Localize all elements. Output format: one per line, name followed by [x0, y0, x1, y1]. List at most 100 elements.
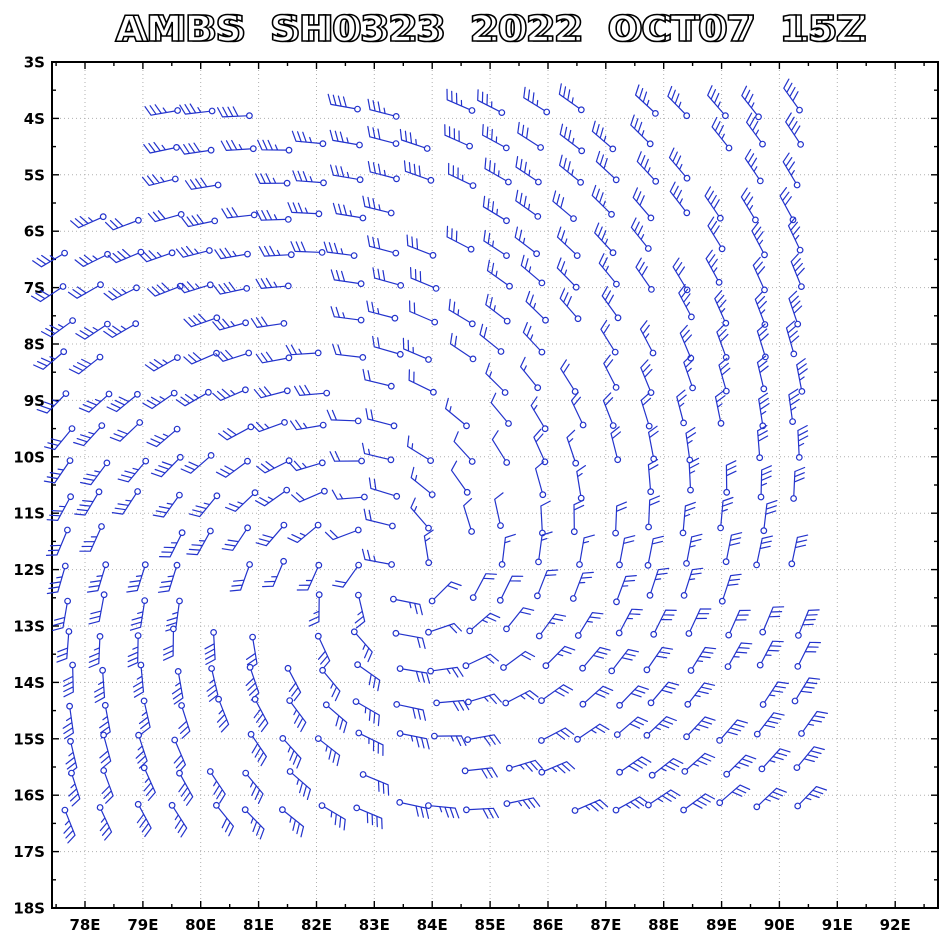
- station-circle: [286, 768, 294, 775]
- wind-barb: [705, 249, 723, 286]
- wind-barb: [183, 349, 220, 365]
- wind-barb: [31, 283, 67, 303]
- wind-barb: [793, 746, 825, 771]
- station-circle: [717, 419, 725, 427]
- wind-barb: [135, 731, 148, 769]
- station-circle: [140, 697, 148, 705]
- station-circle: [722, 387, 730, 395]
- wind-barb: [717, 496, 734, 532]
- station-circle: [323, 389, 331, 397]
- wind-barb: [788, 534, 809, 568]
- station-circle: [722, 354, 730, 361]
- barb-shaft: [41, 321, 71, 338]
- barb-shaft: [650, 567, 670, 594]
- station-circle: [616, 561, 623, 569]
- barb-shaft: [785, 320, 800, 352]
- wind-barb: [410, 267, 440, 292]
- barb-shaft: [138, 250, 171, 263]
- station-circle: [283, 486, 291, 494]
- barb-shaft: [188, 497, 216, 518]
- wind-barb: [484, 157, 512, 186]
- barb-shaft: [361, 442, 389, 460]
- barb-shaft: [398, 704, 426, 721]
- station-circle: [206, 281, 214, 289]
- station-circle: [429, 251, 437, 259]
- barb-shaft: [654, 609, 677, 633]
- barb-shaft: [99, 809, 113, 841]
- wind-barb: [680, 793, 716, 814]
- station-circle: [103, 459, 111, 467]
- barb-shaft: [217, 106, 248, 118]
- barb-shaft: [679, 324, 692, 357]
- barb-shaft: [486, 259, 508, 286]
- station-circle: [176, 597, 183, 605]
- wind-barb: [500, 650, 536, 671]
- barb-shaft: [358, 808, 383, 830]
- station-circle: [759, 628, 767, 636]
- barb-shaft: [206, 670, 219, 702]
- barb-shaft: [467, 767, 498, 779]
- barb-shaft: [543, 727, 575, 740]
- station-circle: [67, 493, 74, 501]
- wind-barb: [595, 150, 620, 184]
- wind-barb: [494, 492, 504, 529]
- wind-barb: [74, 488, 103, 516]
- wind-barb: [218, 423, 255, 441]
- wind-barb: [744, 148, 764, 185]
- station-circle: [716, 799, 724, 807]
- wind-barb: [159, 529, 186, 558]
- barb-shaft: [602, 392, 614, 424]
- barb-shaft: [473, 573, 497, 596]
- wind-barb: [393, 701, 426, 721]
- barb-shaft: [797, 425, 809, 456]
- x-axis-label: 79E: [127, 916, 158, 934]
- wind-barb: [667, 85, 691, 120]
- barb-shaft: [74, 254, 106, 267]
- barb-shaft: [793, 466, 806, 497]
- barb-shaft: [184, 177, 216, 190]
- barb-shaft: [764, 681, 789, 703]
- barb-shaft: [357, 702, 380, 727]
- wind-barb: [331, 489, 368, 501]
- wind-barb: [250, 316, 288, 328]
- barb-shaft: [540, 613, 567, 635]
- wind-barb: [788, 388, 800, 426]
- barb-shaft: [361, 548, 390, 565]
- wind-barb: [251, 695, 269, 733]
- wind-barb: [790, 253, 805, 291]
- barb-shaft: [559, 154, 579, 182]
- barb-shaft: [319, 739, 341, 767]
- wind-barb: [147, 210, 185, 223]
- barb-shaft: [287, 526, 317, 543]
- wind-barb: [324, 526, 362, 541]
- barb-shaft: [432, 666, 464, 678]
- station-circle: [98, 422, 106, 430]
- barb-shaft: [221, 207, 252, 219]
- station-circle: [103, 320, 111, 328]
- barb-shaft: [284, 810, 305, 838]
- wind-barb: [184, 177, 222, 190]
- barb-shaft: [714, 290, 727, 322]
- barb-shaft: [217, 806, 234, 837]
- wind-barb: [782, 152, 801, 189]
- wind-barb: [329, 451, 366, 465]
- wind-barb: [790, 466, 806, 502]
- barb-shaft: [68, 358, 99, 375]
- wind-barb: [566, 429, 580, 467]
- station-circle: [689, 384, 696, 392]
- barb-shaft: [212, 318, 244, 331]
- wind-barb: [559, 288, 582, 323]
- station-circle: [427, 457, 435, 465]
- wind-barb: [740, 187, 759, 224]
- station-circle: [463, 422, 470, 430]
- plot-border: [51, 61, 939, 909]
- barb-shaft: [150, 458, 179, 478]
- barb-shaft: [540, 500, 551, 531]
- barb-shaft: [535, 461, 545, 493]
- wind-barb: [714, 390, 726, 427]
- station-circle: [69, 317, 76, 325]
- wind-barb: [372, 267, 405, 289]
- wind-barb: [444, 124, 474, 150]
- wind-barb: [683, 716, 716, 741]
- station-circle: [392, 140, 400, 148]
